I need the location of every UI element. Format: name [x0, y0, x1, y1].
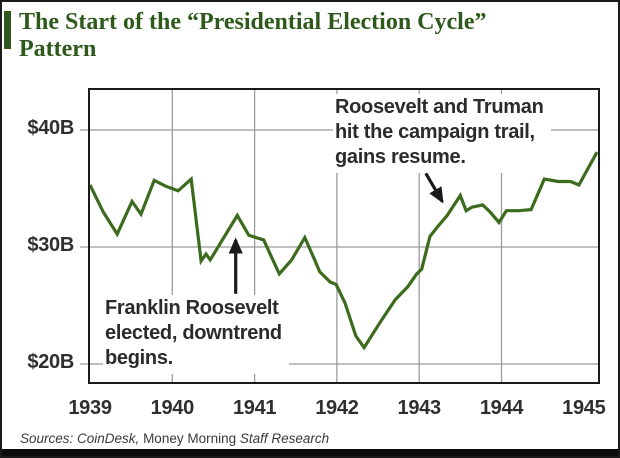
title-accent-bar: [4, 11, 11, 49]
x-tick-label-1941: 1941: [232, 397, 277, 419]
title-line-2: Pattern: [19, 36, 97, 62]
bottom-bar: [2, 449, 618, 456]
title-line-1: The Start of the “Presidential Election …: [19, 9, 487, 35]
x-tick-label-1943: 1943: [397, 397, 442, 419]
y-tick-label-20b: $20B: [27, 351, 74, 373]
sources-credit: Sources: CoinDesk, Money Morning Staff R…: [20, 431, 329, 446]
sources-suffix: Staff Research: [239, 431, 330, 446]
page-title: The Start of the “Presidential Election …: [19, 9, 614, 63]
plot-border: [88, 88, 600, 384]
x-tick-label-1940: 1940: [150, 397, 195, 419]
x-tick-label-1942: 1942: [315, 397, 359, 419]
y-tick-label-30b: $30B: [27, 234, 74, 256]
y-tick-label-40b: $40B: [27, 117, 74, 139]
annotation-roosevelt-truman-line-2: hit the campaign trail,: [335, 121, 535, 143]
sources-prefix: Sources: CoinDesk,: [20, 431, 140, 446]
x-tick-label-1944: 1944: [479, 397, 524, 419]
sources-mid: Money Morning: [139, 431, 240, 446]
x-tick-label-1945: 1945: [562, 397, 606, 419]
annotation-roosevelt-truman-line-1: Roosevelt and Truman: [335, 96, 544, 118]
x-tick-label-1939: 1939: [68, 397, 112, 419]
